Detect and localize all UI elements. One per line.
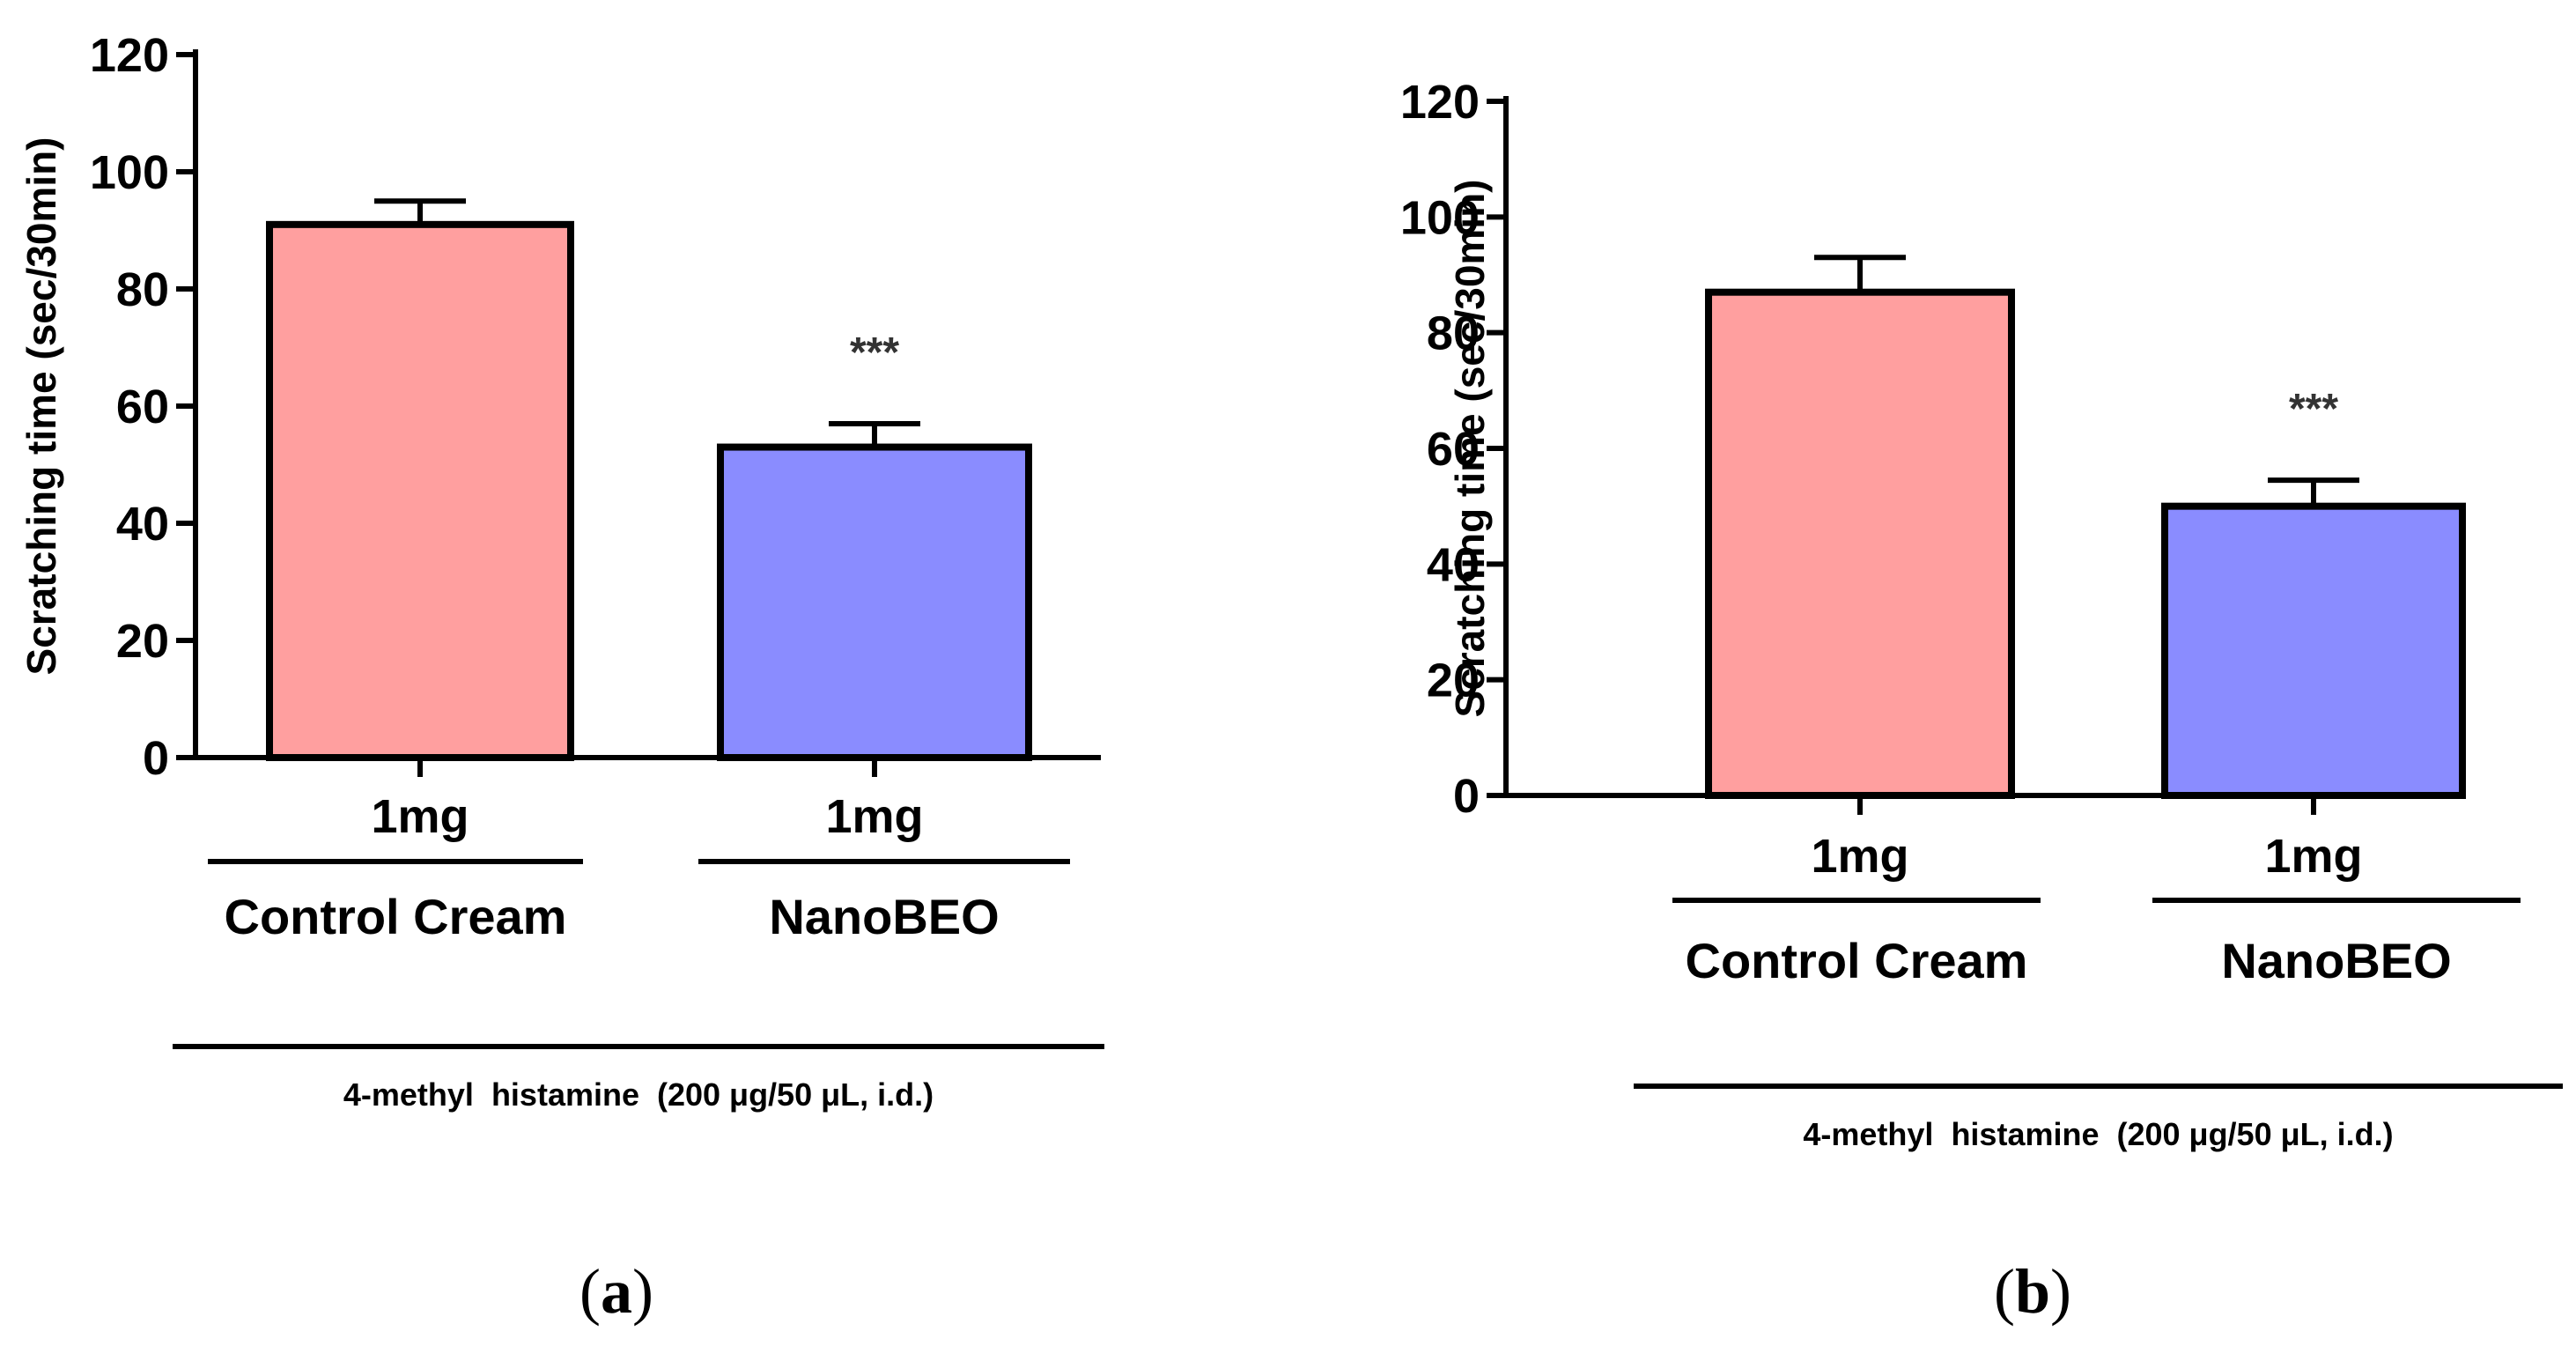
y-tick-label: 20 [116, 615, 169, 668]
panel-label: (a) [579, 1256, 653, 1327]
y-axis-label: Scratching time (sec/30min) [1447, 180, 1493, 718]
treatment-label: 4-methyl histamine (200 μg/50 μL, i.d.) [1803, 1116, 2393, 1152]
bar-control [266, 220, 574, 762]
y-tick-label: 60 [116, 381, 169, 433]
significance-label: *** [2289, 386, 2338, 433]
y-tick-label: 60 [1427, 423, 1480, 476]
y-tick-label: 20 [1427, 655, 1480, 707]
category-label: 1mg [1811, 830, 1908, 883]
y-tick-label: 120 [90, 29, 169, 82]
y-axis-label: Scratching time (sec/30min) [18, 137, 64, 676]
y-tick-label: 40 [1427, 538, 1480, 591]
bar-control [1705, 288, 2015, 799]
significance-label: *** [850, 329, 899, 376]
group-label: Control Cream [225, 889, 567, 944]
y-tick-label: 100 [90, 146, 169, 199]
y-tick-label: 120 [1400, 76, 1480, 129]
y-tick-label: 40 [116, 498, 169, 551]
y-tick-label: 0 [143, 732, 169, 785]
group-label: NanoBEO [769, 889, 999, 944]
category-label: 1mg [2264, 830, 2362, 883]
bar-chart-b: *** 0 20 40 60 80 100 120 1mg Control Cream 1mg Nan… [1400, 76, 2563, 1327]
chart-panel-a: *** 0 20 40 60 80 100 120 1mg Control Cream 1mg Nan… [18, 29, 1104, 1327]
y-tick-label: 80 [1427, 307, 1480, 360]
y-tick-label: 0 [1453, 770, 1480, 823]
bar-nanobeo [717, 443, 1032, 761]
category-label: 1mg [371, 790, 469, 843]
group-label: Control Cream [1686, 933, 2028, 988]
chart-panel-b: *** 0 20 40 60 80 100 120 1mg Control Cream 1mg Nan… [1288, 0, 2576, 1361]
category-label: 1mg [825, 790, 923, 843]
bar-nanobeo [2161, 502, 2466, 800]
y-tick-label: 100 [1400, 191, 1480, 244]
treatment-label: 4-methyl histamine (200 μg/50 μL, i.d.) [343, 1076, 934, 1113]
group-label: NanoBEO [2221, 933, 2451, 988]
bar-chart-a: *** 0 20 40 60 80 100 120 1mg Control Cream 1mg Nan… [18, 29, 1104, 1327]
y-tick-label: 80 [116, 263, 169, 316]
panel-label: (b) [1994, 1256, 2071, 1327]
